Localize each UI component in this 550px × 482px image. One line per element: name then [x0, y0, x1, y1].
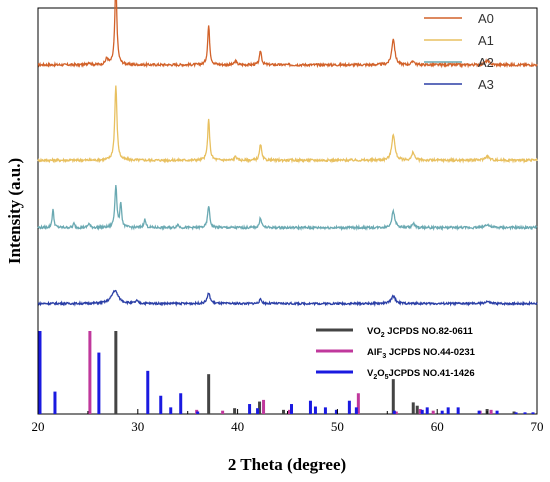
x-tick-label: 30: [131, 419, 144, 434]
x-tick-label: 70: [531, 419, 544, 434]
x-tick-label: 20: [32, 419, 45, 434]
series-line-a2: [37, 184, 538, 232]
reference-legend-label: VO2 JCPDS NO.82-0611: [367, 326, 474, 339]
series-line-a3: [37, 289, 538, 307]
reference-legend: VO2 JCPDS NO.82-0611 AlF3 JCPDS NO.44-023…: [316, 326, 476, 381]
x-tick-label: 50: [331, 419, 344, 434]
legend-label: A2: [478, 55, 494, 70]
reference-legend-label: V2O5JCPDS NO.41-1426: [367, 368, 475, 381]
series-line-a1: [37, 85, 538, 164]
y-axis-label: Intensity (a.u.): [5, 158, 24, 264]
legend: A0 A1 A2 A3: [424, 11, 494, 92]
legend-label: A0: [478, 11, 494, 26]
series-line-a0: [37, 0, 538, 69]
x-axis-ticks: 20 30 40 50 60 70: [32, 409, 544, 434]
series-group: [37, 0, 538, 307]
reference-pattern-group: [38, 331, 535, 414]
legend-label: A3: [478, 77, 494, 92]
reference-legend-label: AlF3 JCPDS NO.44-0231: [367, 347, 476, 360]
x-tick-label: 40: [231, 419, 244, 434]
legend-label: A1: [478, 33, 494, 48]
x-tick-label: 60: [431, 419, 444, 434]
x-axis-label: 2 Theta (degree): [228, 455, 346, 474]
